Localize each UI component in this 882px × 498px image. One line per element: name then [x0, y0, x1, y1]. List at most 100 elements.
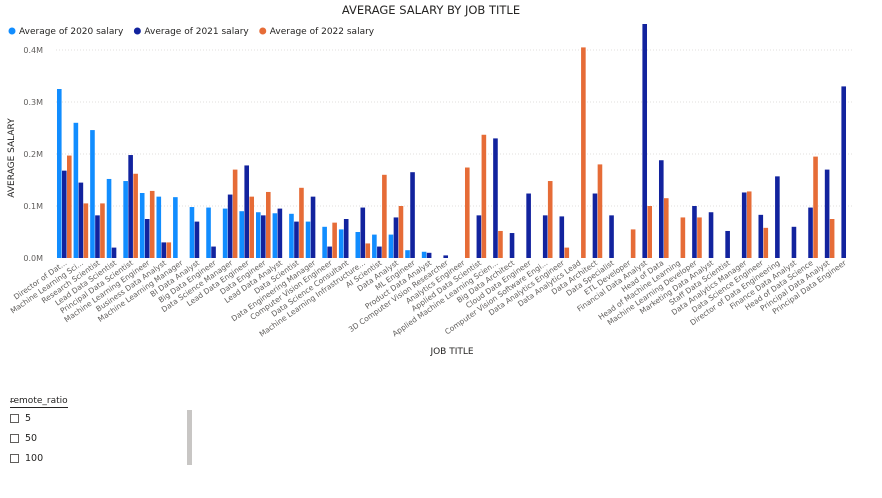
legend-marker	[133, 27, 141, 35]
bar	[642, 24, 648, 258]
bar	[476, 215, 482, 258]
y-tick-label: 0.1M	[23, 202, 43, 211]
bar	[78, 182, 84, 258]
bar	[222, 208, 228, 258]
bar	[322, 226, 327, 258]
bar	[405, 250, 410, 258]
bar	[360, 207, 366, 258]
bar	[133, 173, 138, 258]
bar	[464, 167, 470, 258]
bar	[206, 207, 211, 258]
bar	[824, 169, 830, 258]
bar	[173, 197, 178, 258]
bar	[166, 242, 172, 258]
slicer-option-50[interactable]: 50	[10, 428, 43, 448]
bar	[592, 193, 598, 258]
bar	[90, 130, 95, 258]
slicer-title: remote_ratio	[10, 396, 68, 408]
slicer-option-label: 50	[25, 432, 38, 444]
bar	[66, 155, 72, 258]
bar	[156, 196, 162, 258]
bar	[680, 217, 686, 258]
bar	[355, 232, 361, 258]
bar	[61, 170, 67, 258]
bar	[741, 192, 747, 258]
bar	[498, 230, 503, 258]
bar	[791, 226, 797, 258]
bar	[808, 207, 813, 258]
slicer-option-100[interactable]: 100	[10, 448, 43, 468]
bar	[83, 203, 89, 258]
y-axis-title: AVERAGE SALARY	[7, 118, 17, 198]
slicer-option-label: 5	[25, 412, 32, 424]
y-tick-label: 0.0M	[23, 254, 43, 263]
bar	[139, 193, 145, 258]
bar	[746, 191, 752, 258]
bar	[106, 178, 112, 258]
x-axis-category-labels: Director of Dat...Machine Learning Sci..…	[9, 258, 849, 339]
y-tick-label: 0.3M	[23, 98, 43, 107]
bar	[128, 155, 133, 258]
bar	[841, 86, 847, 259]
y-tick-label: 0.2M	[23, 150, 43, 159]
slicer-options: 5 50 100	[10, 408, 43, 468]
bar	[194, 221, 200, 258]
legend-label: Average of 2021 salary	[144, 27, 249, 37]
checkbox[interactable]	[10, 413, 19, 423]
bar	[277, 208, 283, 258]
legend-marker	[259, 27, 267, 35]
bar	[161, 242, 167, 258]
bar	[232, 169, 238, 258]
bar	[697, 217, 702, 258]
bar	[647, 206, 653, 258]
slicer-option-5[interactable]: 5	[10, 408, 43, 428]
bar	[111, 247, 117, 258]
x-axis-title: JOB TITLE	[429, 347, 473, 357]
bar	[829, 219, 835, 258]
bar	[526, 193, 531, 258]
bar	[332, 222, 337, 258]
slicer-option-label: 100	[25, 452, 44, 464]
bar	[813, 156, 818, 258]
bars	[56, 24, 847, 259]
bar	[410, 172, 415, 258]
bar	[663, 198, 669, 258]
bar	[609, 215, 614, 258]
legend: Average of 2020 salary Average of 2021 sa…	[8, 27, 375, 37]
bar	[338, 229, 344, 258]
legend-label: Average of 2020 salary	[19, 27, 124, 37]
bar	[426, 252, 432, 258]
bar	[658, 160, 664, 258]
bar	[255, 212, 261, 258]
slicer-select-indicator	[10, 401, 15, 402]
bar	[597, 164, 603, 258]
bar	[398, 206, 404, 258]
bar	[763, 227, 769, 258]
bar	[343, 219, 349, 258]
bar	[289, 213, 294, 258]
bar	[249, 196, 255, 258]
bar	[393, 217, 399, 258]
bar	[95, 215, 100, 258]
chart-title: AVERAGE SALARY BY JOB TITLE	[342, 3, 520, 17]
bar	[443, 255, 449, 258]
checkbox[interactable]	[10, 433, 19, 443]
bar	[211, 246, 216, 258]
bar	[377, 246, 382, 258]
bar	[144, 219, 150, 258]
remote-ratio-slicer: remote_ratio 5 50 100	[10, 388, 200, 468]
bar	[630, 229, 636, 258]
bar	[692, 206, 697, 258]
bar	[421, 251, 427, 258]
slicer-scrollbar[interactable]	[187, 410, 192, 465]
bar	[542, 215, 548, 258]
bar	[100, 203, 105, 258]
checkbox[interactable]	[10, 453, 19, 463]
bar	[239, 211, 245, 258]
bar	[73, 122, 79, 258]
y-tick-label: 0.4M	[23, 46, 43, 55]
bar	[493, 138, 498, 258]
bar	[559, 216, 565, 258]
bar	[56, 89, 62, 258]
